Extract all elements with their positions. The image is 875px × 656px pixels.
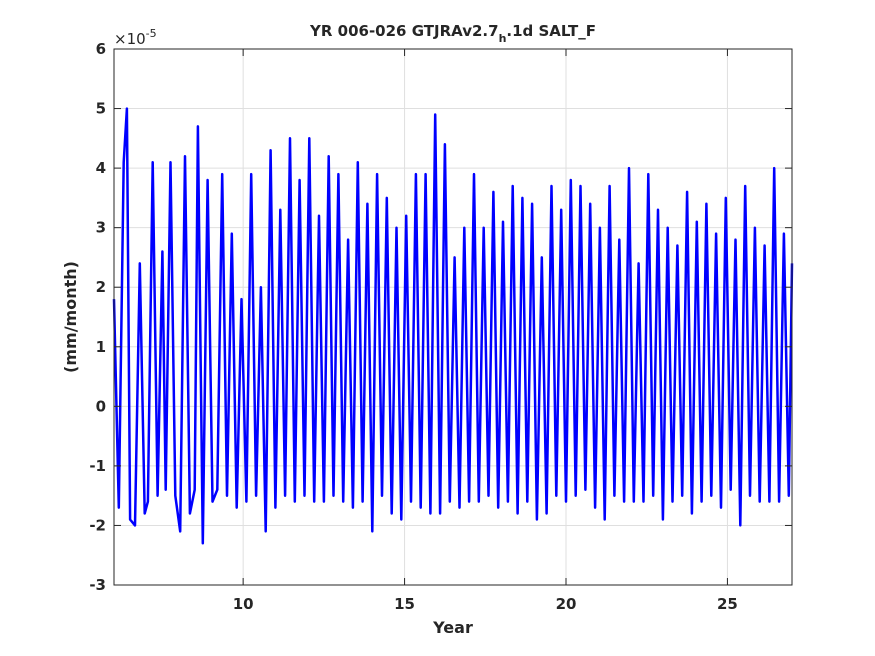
y-tick-label: 2 [96,278,106,296]
y-tick-label: 3 [96,219,106,237]
x-tick-label: 20 [556,595,577,613]
y-tick-label: 4 [96,159,106,177]
y-tick-label: 5 [96,100,106,118]
y-tick-label: -2 [89,516,106,534]
chart-title: YR 006-026 GTJRAv2.7h.1d SALT_F [309,22,596,45]
series-line [112,107,794,545]
x-tick-label: 10 [233,595,254,613]
series-layer [112,107,794,545]
y-axis-title: (mm/month) [61,261,80,373]
y-tick-label: -1 [89,457,106,475]
plot-frame [113,48,793,586]
x-tick-label: 25 [717,595,738,613]
x-tick-label: 15 [394,595,415,613]
y-tick-labels: -3 -2 -1 0 1 2 3 4 5 6 [89,40,106,594]
tick-marks [114,48,792,586]
y-tick-label: 0 [96,397,106,415]
y-exponent-label: ×10-5 [114,27,157,48]
y-tick-label: -3 [89,576,106,594]
y-tick-label: 6 [96,40,106,58]
y-tick-label: 1 [96,338,106,356]
x-tick-labels: 10 15 20 25 [233,595,738,613]
x-axis-title: Year [432,618,473,637]
